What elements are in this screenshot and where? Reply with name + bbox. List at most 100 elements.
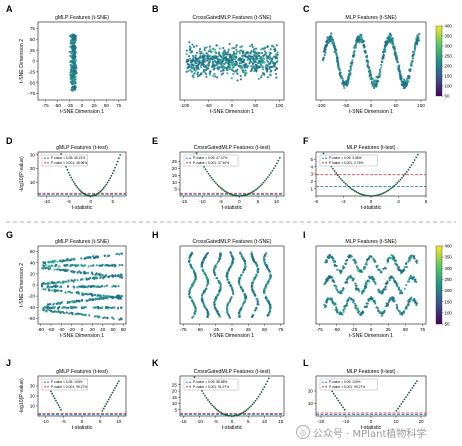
panel-label-b: B: [152, 4, 159, 14]
data-point: [355, 284, 358, 287]
data-point: [244, 194, 247, 196]
data-point: [96, 255, 100, 259]
data-point: [57, 306, 60, 309]
data-point: [185, 49, 188, 52]
data-point: [102, 407, 105, 410]
data-point: [386, 302, 389, 305]
data-point: [269, 309, 272, 313]
data-point: [379, 291, 383, 294]
data-point: [208, 45, 212, 48]
data-point: [375, 83, 379, 86]
data-point: [69, 45, 72, 48]
data-point: [379, 193, 382, 196]
legend: P-value < 0.05: 100%P-value < 0.001: 99.…: [41, 378, 88, 391]
data-point: [277, 159, 280, 162]
data-point: [230, 286, 234, 289]
data-point: [56, 260, 59, 263]
data-point: [355, 265, 359, 268]
data-point: [109, 396, 111, 399]
data-point: [351, 301, 354, 304]
data-point: [204, 168, 207, 171]
data-point: [357, 288, 360, 292]
data-point: [107, 398, 110, 401]
data-point: [110, 174, 113, 177]
data-point: [54, 263, 57, 266]
data-point: [407, 168, 410, 171]
data-point: [269, 57, 272, 60]
data-point: [192, 74, 195, 77]
panel-label-h: H: [152, 230, 159, 240]
data-point: [58, 286, 62, 289]
data-point: [206, 55, 209, 58]
data-point: [207, 399, 209, 401]
data-point: [186, 62, 189, 65]
data-point: [402, 87, 406, 90]
data-point: [76, 186, 79, 189]
data-point: [231, 193, 234, 196]
data-point: [111, 285, 114, 288]
data-point: [370, 77, 374, 81]
data-point: [370, 80, 374, 83]
data-point: [374, 84, 377, 87]
data-point: [352, 54, 355, 57]
data-point: [186, 60, 189, 63]
data-point: [106, 316, 109, 320]
data-point: [232, 69, 235, 72]
data-point: [378, 73, 381, 76]
data-point: [407, 259, 410, 262]
data-point: [243, 54, 247, 57]
legend-entry: P-value < 0.05: 100%: [51, 380, 83, 384]
colorbar-tick-label: 50: [445, 94, 450, 99]
data-point: [203, 305, 206, 308]
data-point: [235, 48, 238, 51]
data-point: [213, 48, 217, 51]
data-point: [256, 300, 259, 303]
data-point: [214, 56, 217, 59]
data-point: [44, 288, 47, 291]
data-point: [48, 307, 52, 310]
data-point: [54, 282, 57, 285]
data-point: [398, 266, 401, 269]
data-point: [385, 283, 388, 286]
data-point: [324, 45, 327, 48]
y-tick-label: 0: [32, 59, 35, 64]
data-point: [382, 49, 386, 52]
data-point: [190, 266, 193, 269]
data-point: [250, 49, 253, 52]
point-group: [187, 251, 272, 319]
colorbar-1: 400 350 300 250 200 150 100 50: [435, 24, 453, 99]
data-point: [391, 186, 394, 189]
data-point: [266, 45, 269, 48]
data-point: [393, 300, 396, 303]
data-point: [210, 57, 213, 60]
data-point: [47, 265, 50, 268]
colorbar-tick-label: 300: [445, 44, 453, 49]
data-point: [263, 254, 266, 257]
y-axis-label: -log10(P-value): [19, 378, 25, 414]
data-point: [238, 195, 241, 197]
data-point: [77, 188, 80, 190]
data-point: [251, 403, 254, 406]
data-point: [43, 282, 46, 285]
y-tick-label: -20: [28, 294, 35, 299]
data-point: [46, 307, 49, 310]
data-point: [254, 47, 258, 50]
data-point: [384, 288, 387, 291]
data-point: [190, 285, 193, 288]
data-point: [238, 309, 241, 313]
data-point: [212, 406, 215, 408]
data-point: [258, 186, 260, 188]
data-point: [415, 41, 418, 44]
data-point: [205, 75, 208, 79]
y-tick-label: -25: [28, 69, 35, 74]
legend-box: [319, 378, 378, 391]
x-tick-label: 50: [253, 103, 259, 108]
data-point: [346, 258, 349, 262]
data-point: [219, 60, 222, 63]
data-point: [236, 63, 239, 66]
data-point: [76, 278, 79, 282]
data-point: [371, 84, 374, 87]
data-point: [324, 51, 327, 54]
data-point: [415, 156, 418, 159]
colorbar-tick-label: 300: [445, 266, 453, 271]
